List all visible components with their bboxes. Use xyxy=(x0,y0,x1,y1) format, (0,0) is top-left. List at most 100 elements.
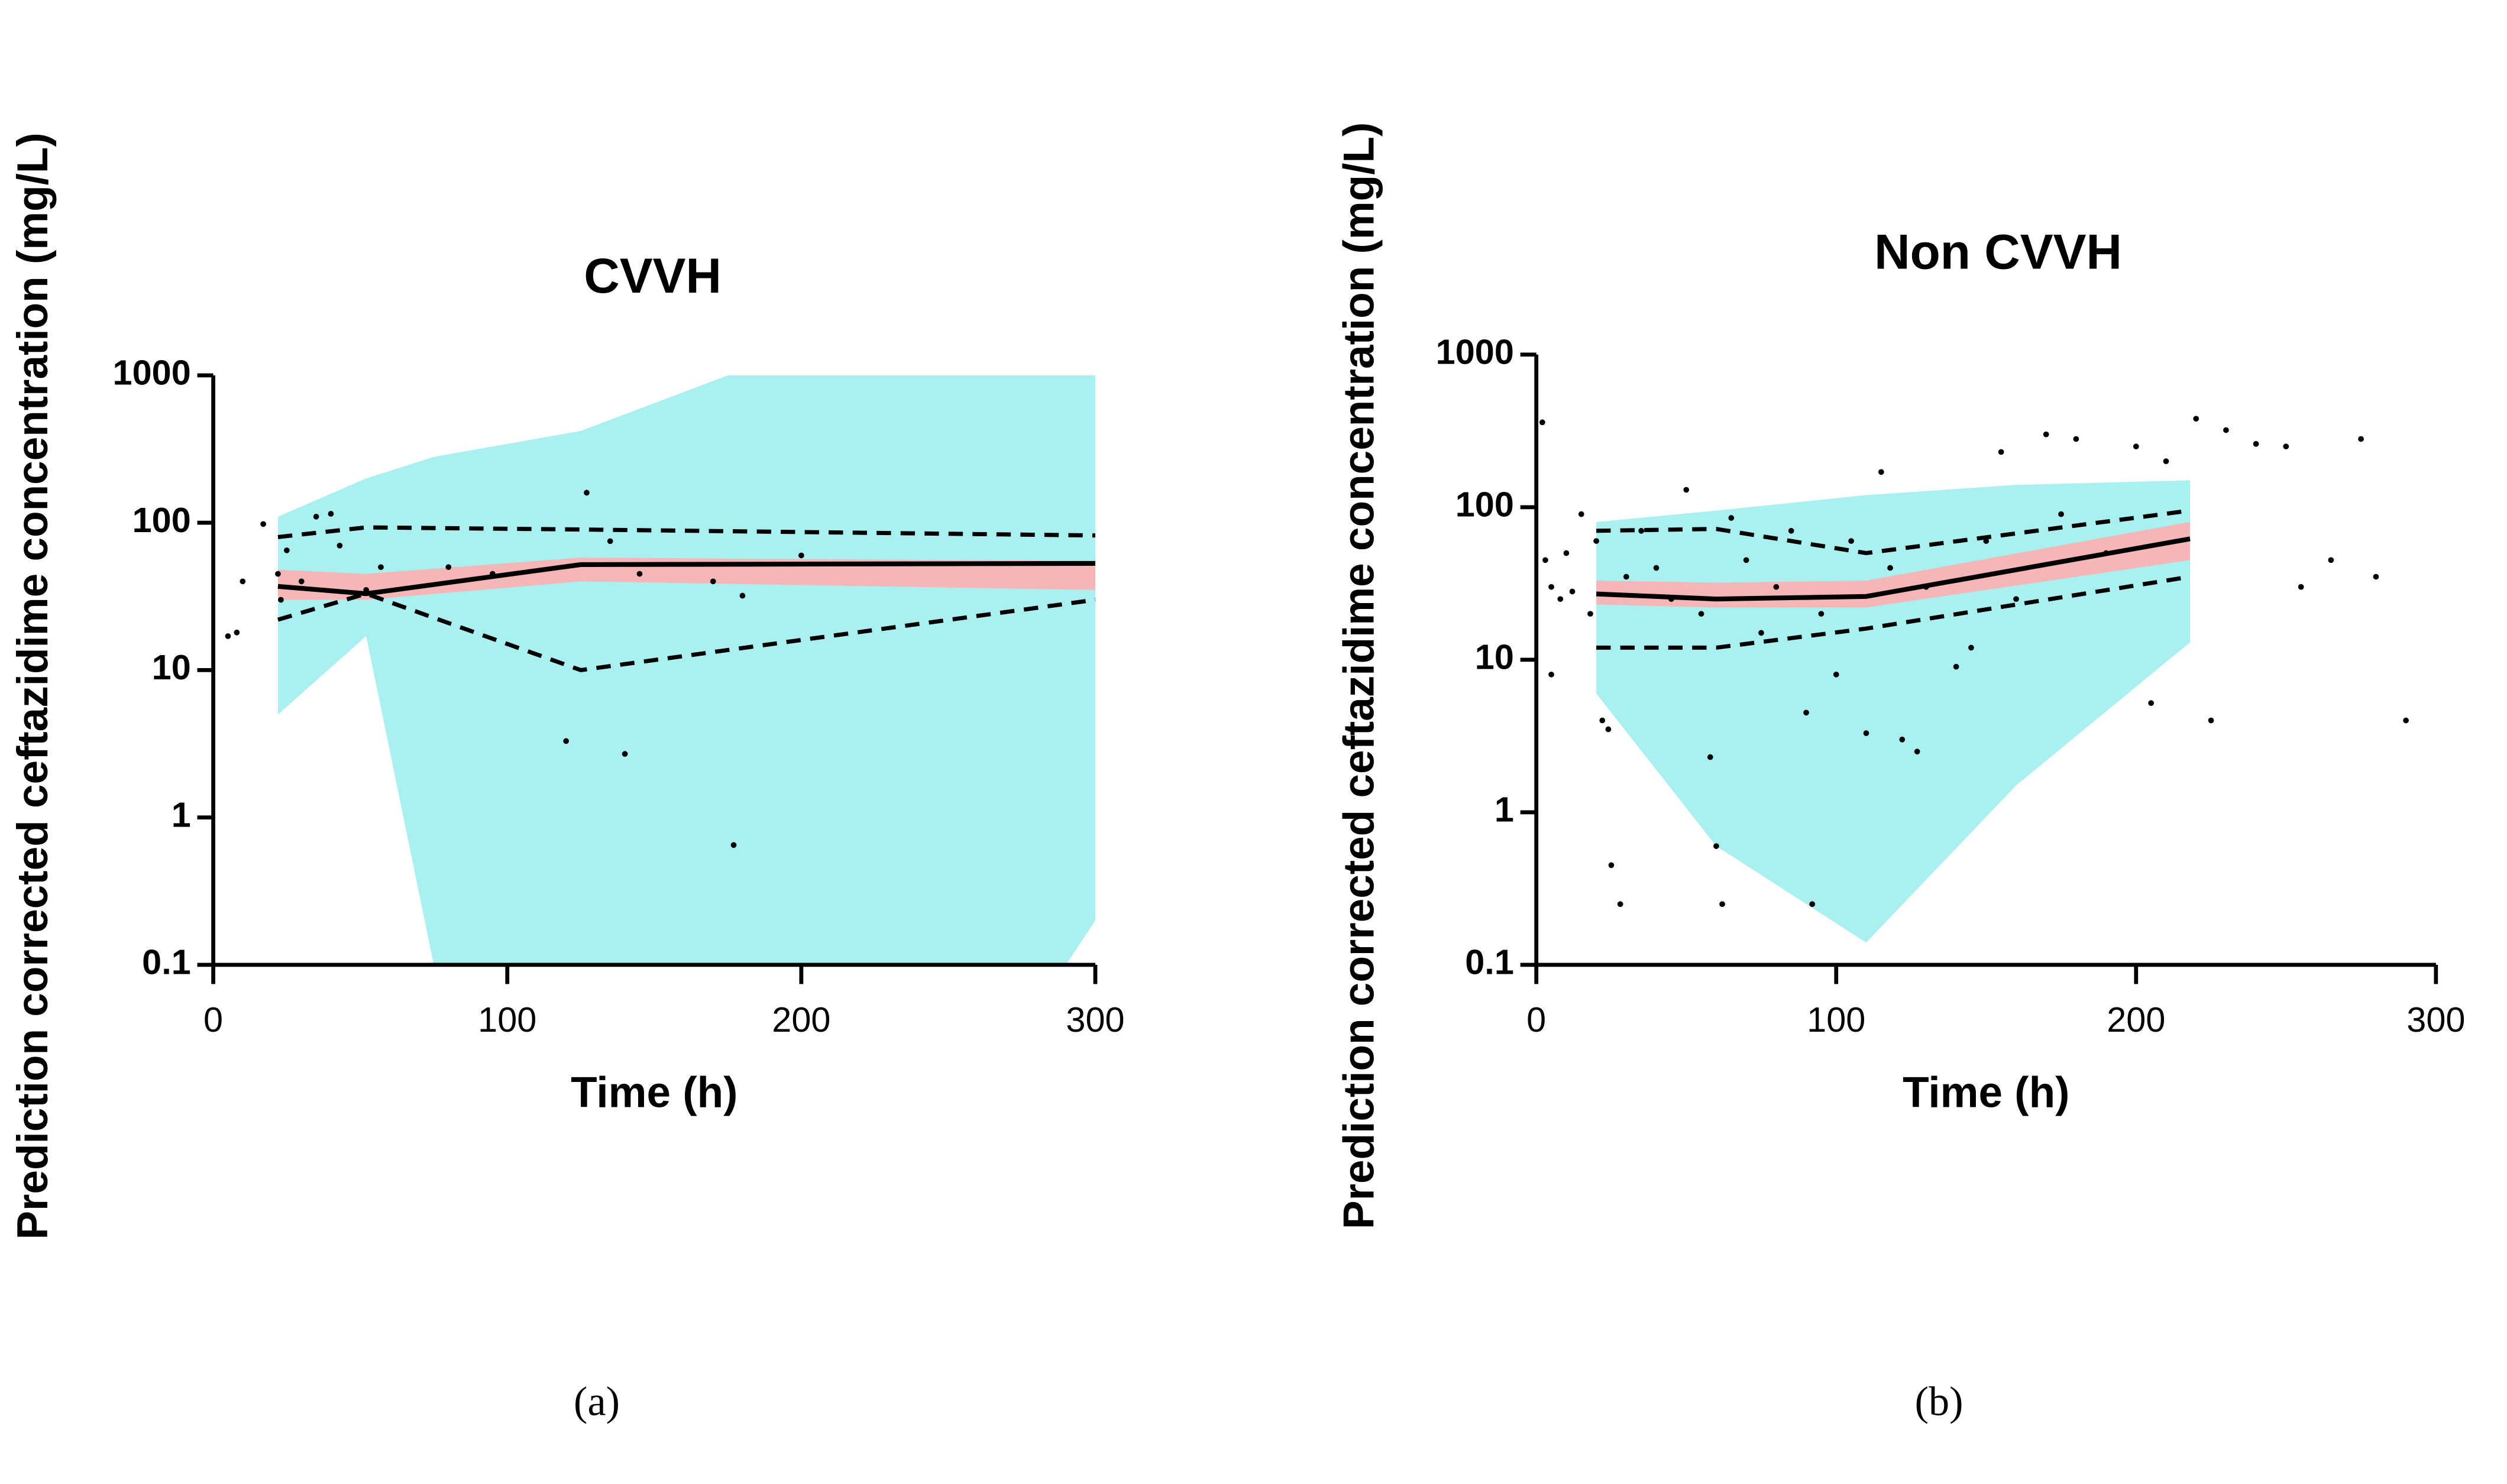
percentile-95-line xyxy=(277,525,1096,539)
observation xyxy=(1563,550,1570,556)
observation xyxy=(284,547,290,553)
observation xyxy=(313,513,319,520)
percentile-5-line xyxy=(1596,575,2191,650)
observation xyxy=(1848,538,1854,544)
observation xyxy=(378,564,384,571)
observation xyxy=(1548,584,1554,590)
observation xyxy=(298,578,305,585)
observation xyxy=(1683,487,1690,493)
observation xyxy=(225,633,231,639)
y-axis-label: Prediction corrected ceftazidime concent… xyxy=(1335,122,1383,1229)
observation xyxy=(2058,511,2064,517)
y-tick-label: 0.1 xyxy=(1465,942,1514,982)
observation xyxy=(1542,557,1548,563)
y-tick-label: 0.1 xyxy=(142,942,191,982)
observation xyxy=(1539,419,1545,426)
observation xyxy=(2193,416,2199,422)
observation xyxy=(710,578,716,585)
observation xyxy=(1653,565,1660,571)
observation xyxy=(1587,611,1593,617)
observation xyxy=(2223,427,2229,433)
observation xyxy=(278,597,284,603)
observation xyxy=(584,490,590,496)
observation xyxy=(2298,584,2304,590)
observation xyxy=(2283,443,2289,450)
x-tick-label: 100 xyxy=(478,1000,536,1039)
observation xyxy=(1878,469,1884,475)
x-tick-label: 0 xyxy=(1526,1000,1546,1039)
observation xyxy=(337,542,343,549)
x-axis-label: Time (h) xyxy=(1903,1069,2069,1117)
observation xyxy=(607,538,613,545)
observation xyxy=(1833,671,1839,678)
y-tick-label: 100 xyxy=(132,500,191,540)
observation xyxy=(1728,515,1735,521)
observation xyxy=(1713,843,1719,849)
observation xyxy=(798,552,804,559)
x-tick-label: 0 xyxy=(203,1000,223,1039)
observation xyxy=(636,571,643,577)
observation xyxy=(1914,749,1920,755)
observation xyxy=(328,511,334,517)
observation xyxy=(2403,717,2409,724)
observation xyxy=(2043,431,2049,438)
percentile-95-line xyxy=(1596,508,2191,556)
chart-panel: 0.1 1 10 100 1000 0 100 200 300 Non CVVH Time (h) P… xyxy=(1335,122,2465,1425)
observation xyxy=(445,564,452,571)
x-tick-label: 300 xyxy=(1066,1000,1124,1039)
observation xyxy=(1773,584,1780,590)
observation xyxy=(234,629,240,636)
observation xyxy=(1698,611,1704,617)
observation xyxy=(1998,449,2004,455)
observation xyxy=(1953,663,1959,670)
observation xyxy=(1608,862,1615,869)
y-tick-label: 1000 xyxy=(1436,332,1514,372)
observation xyxy=(1968,644,1974,651)
chart-panel: 0.1 1 10 100 1000 0 100 200 300 CVVH Time (h) Predi… xyxy=(9,132,1125,1425)
observation xyxy=(1863,730,1869,736)
observation xyxy=(1818,611,1825,617)
observation xyxy=(1593,538,1599,544)
observation xyxy=(1638,527,1645,534)
observation xyxy=(275,571,281,577)
observation xyxy=(1803,709,1809,716)
observation xyxy=(1599,717,1606,724)
median-line xyxy=(277,560,1096,597)
y-tick-label: 10 xyxy=(1475,637,1514,677)
observation xyxy=(1743,557,1749,563)
panel-caption: (a) xyxy=(574,1379,620,1425)
observation xyxy=(1887,565,1893,571)
observation xyxy=(1617,901,1623,908)
y-tick-label: 1 xyxy=(172,795,191,834)
x-tick-label: 100 xyxy=(1807,1000,1865,1039)
panel-caption: (b) xyxy=(1915,1379,1963,1425)
observation xyxy=(1623,573,1629,580)
observation xyxy=(2328,557,2334,563)
median-line xyxy=(1596,536,2191,602)
observation xyxy=(730,842,737,848)
pi-band xyxy=(277,375,1096,965)
observation xyxy=(2358,436,2364,442)
median-band xyxy=(277,558,1096,600)
observation xyxy=(1707,754,1713,760)
y-tick-label: 10 xyxy=(152,647,191,687)
x-tick-label: 300 xyxy=(2406,1000,2465,1039)
x-axis-label: Time (h) xyxy=(571,1069,737,1117)
percentile-5-line xyxy=(277,591,1096,673)
observation xyxy=(1569,588,1576,595)
y-tick-label: 1 xyxy=(1495,790,1514,830)
x-tick-label: 200 xyxy=(2107,1000,2165,1039)
observation xyxy=(2148,700,2155,706)
observation xyxy=(1899,736,1906,743)
observation xyxy=(2133,443,2139,450)
y-tick-label: 100 xyxy=(1455,485,1514,524)
observation xyxy=(1788,527,1794,534)
observation xyxy=(1758,630,1764,636)
observation xyxy=(1605,726,1612,733)
y-axis-label: Prediction corrected ceftazidime concent… xyxy=(9,132,57,1239)
observation xyxy=(260,521,266,527)
observation xyxy=(1809,901,1816,908)
observation xyxy=(2073,436,2079,442)
chart-title: Non CVVH xyxy=(1874,223,2122,279)
